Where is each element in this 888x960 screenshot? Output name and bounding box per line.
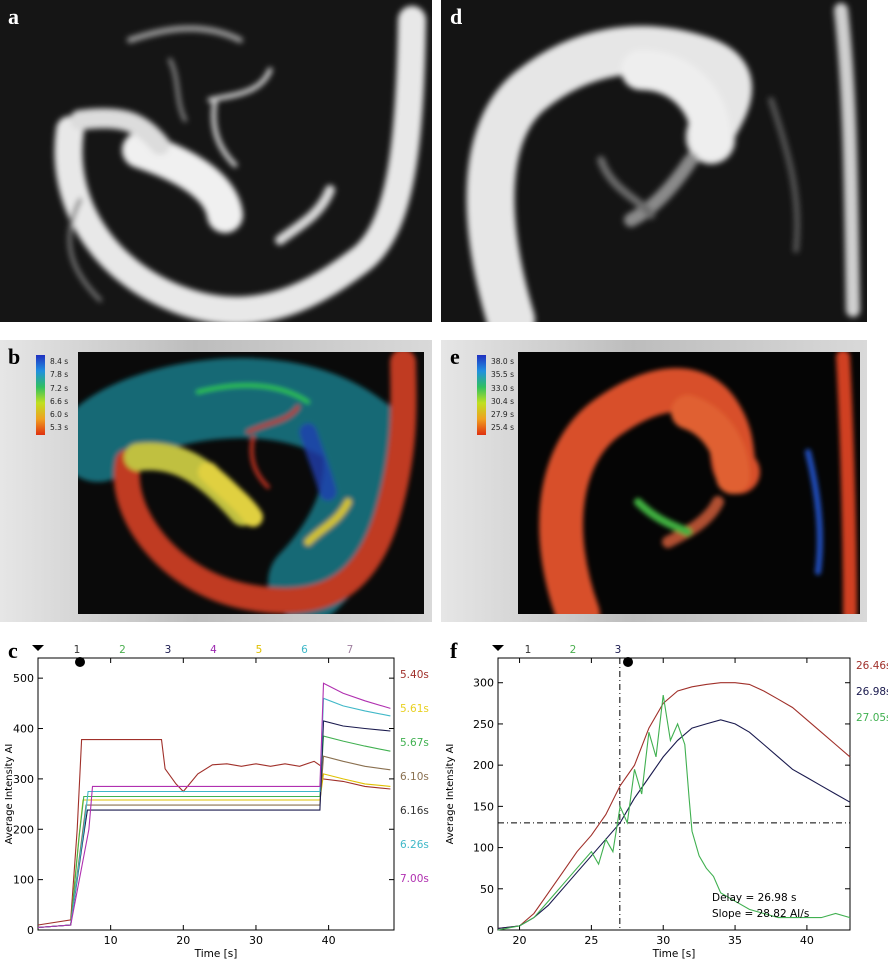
y-tick-label: 400 <box>13 723 34 736</box>
panel-label-c: c <box>8 638 18 663</box>
angiogram-a <box>0 0 432 322</box>
y-tick-label: 200 <box>473 759 494 772</box>
x-tick-label: 30 <box>249 934 263 947</box>
panel-label-d: d <box>450 4 463 29</box>
x-tick-label: 20 <box>513 934 527 947</box>
angiogram-d <box>441 0 867 322</box>
legend-label: 30.4 s <box>491 396 514 406</box>
y-tick-label: 200 <box>13 823 34 836</box>
legend-label: 8.4 s <box>50 357 69 366</box>
panel-label-b: b <box>8 344 21 369</box>
series-line <box>37 682 391 929</box>
y-tick-label: 500 <box>13 672 34 685</box>
plot-frame <box>37 657 395 931</box>
top-marker-label: 3 <box>165 644 172 656</box>
panel-c: c 10 20 30 40 0 100 200 300 400 500 Time [s] Averag… <box>0 636 432 960</box>
legend-label: 38.0 s <box>491 357 514 366</box>
legend-label: 27.9 s <box>491 410 514 420</box>
start-marker-icon <box>32 645 44 651</box>
legend-label: 35.5 s <box>491 370 514 380</box>
x-tick-label: 30 <box>656 934 670 947</box>
y-tick-label: 100 <box>13 874 34 887</box>
start-marker-icon <box>492 645 504 651</box>
top-marker-label: 1 <box>525 644 532 656</box>
y-tick-label: 0 <box>487 924 494 937</box>
top-marker-label: 2 <box>570 644 577 656</box>
current-marker-dot <box>623 657 633 667</box>
y-tick-label: 300 <box>13 773 34 786</box>
right-time-label: 6.10s <box>400 771 429 783</box>
panel-a-image: a <box>0 0 432 322</box>
y-axis-label: Average Intensity AI <box>4 744 15 845</box>
series-line <box>37 739 391 926</box>
panel-b: 8.4 s 7.8 s 7.2 s 6.6 s 6.0 s 5.3 s <box>0 340 432 622</box>
legend-label: 7.2 s <box>50 383 69 393</box>
panel-label-a: a <box>8 4 19 29</box>
colormap-image-e <box>518 350 860 622</box>
panel-label-e: e <box>450 344 460 369</box>
right-time-label: 26.98s <box>856 686 888 698</box>
y-axis-label: Average Intensity AI <box>445 744 456 845</box>
series-line <box>497 719 851 929</box>
x-axis-label: Time [s] <box>194 948 238 960</box>
x-tick-label: 10 <box>104 934 118 947</box>
legend-label: 25.4 s <box>491 423 514 433</box>
panel-d-image: d <box>441 0 867 322</box>
x-tick-label: 20 <box>176 934 190 947</box>
annotation-text: Delay = 26.98 s <box>712 892 796 904</box>
top-marker-label: 3 <box>615 644 622 656</box>
panel-label-f: f <box>450 638 458 663</box>
top-marker-label: 4 <box>210 644 217 656</box>
top-marker-label: 2 <box>119 644 126 656</box>
right-time-label: 6.26s <box>400 839 429 851</box>
chart-f: 20 25 30 35 40 0 50 100 150 200 250 300 Time [s] Aver… <box>445 644 888 960</box>
y-tick-label: 150 <box>473 800 494 813</box>
right-time-label: 5.67s <box>400 737 429 749</box>
y-tick-label: 250 <box>473 718 494 731</box>
panel-e: 38.0 s 35.5 s 33.0 s 30.4 s 27.9 s 25.4 … <box>441 340 867 622</box>
x-axis-label: Time [s] <box>652 948 696 960</box>
y-tick-label: 300 <box>473 677 494 690</box>
legend-colorbar <box>477 355 486 435</box>
right-time-label: 5.40s <box>400 669 429 681</box>
x-tick-label: 35 <box>728 934 742 947</box>
legend-label: 6.6 s <box>50 396 69 406</box>
series-line <box>497 695 851 931</box>
legend-label: 7.8 s <box>50 370 69 380</box>
x-tick-label: 40 <box>322 934 336 947</box>
y-tick-label: 100 <box>473 842 494 855</box>
top-marker-label: 7 <box>347 644 354 656</box>
right-time-label: 7.00s <box>400 873 429 885</box>
y-tick-label: 50 <box>480 883 494 896</box>
right-time-label: 27.05s <box>856 712 888 724</box>
y-tick-label: 0 <box>27 924 34 937</box>
right-time-label: 5.61s <box>400 703 429 715</box>
series-line <box>37 697 391 929</box>
color-legend-b: 8.4 s 7.8 s 7.2 s 6.6 s 6.0 s 5.3 s <box>36 355 72 435</box>
panel-f: f 20 25 30 35 40 0 50 100 150 200 250 300 Time [s] Av… <box>441 636 888 960</box>
plot-frame <box>497 657 851 931</box>
series-line <box>37 755 391 929</box>
legend-colorbar <box>36 355 45 435</box>
legend-label: 5.3 s <box>50 423 69 433</box>
current-marker-dot <box>75 657 85 667</box>
color-legend-e: 38.0 s 35.5 s 33.0 s 30.4 s 27.9 s 25.4 … <box>477 355 517 435</box>
right-time-label: 6.16s <box>400 805 429 817</box>
annotation-text: Slope = 28.82 AI/s <box>712 908 809 920</box>
x-tick-label: 40 <box>800 934 814 947</box>
right-time-label: 26.46s <box>856 660 888 672</box>
top-marker-label: 5 <box>256 644 263 656</box>
series-line <box>37 720 391 929</box>
top-marker-label: 1 <box>74 644 81 656</box>
legend-label: 6.0 s <box>50 410 69 420</box>
colormap-image-b <box>58 349 424 622</box>
top-marker-label: 6 <box>301 644 308 656</box>
x-tick-label: 25 <box>584 934 598 947</box>
legend-label: 33.0 s <box>491 383 514 393</box>
series-line <box>497 682 851 929</box>
